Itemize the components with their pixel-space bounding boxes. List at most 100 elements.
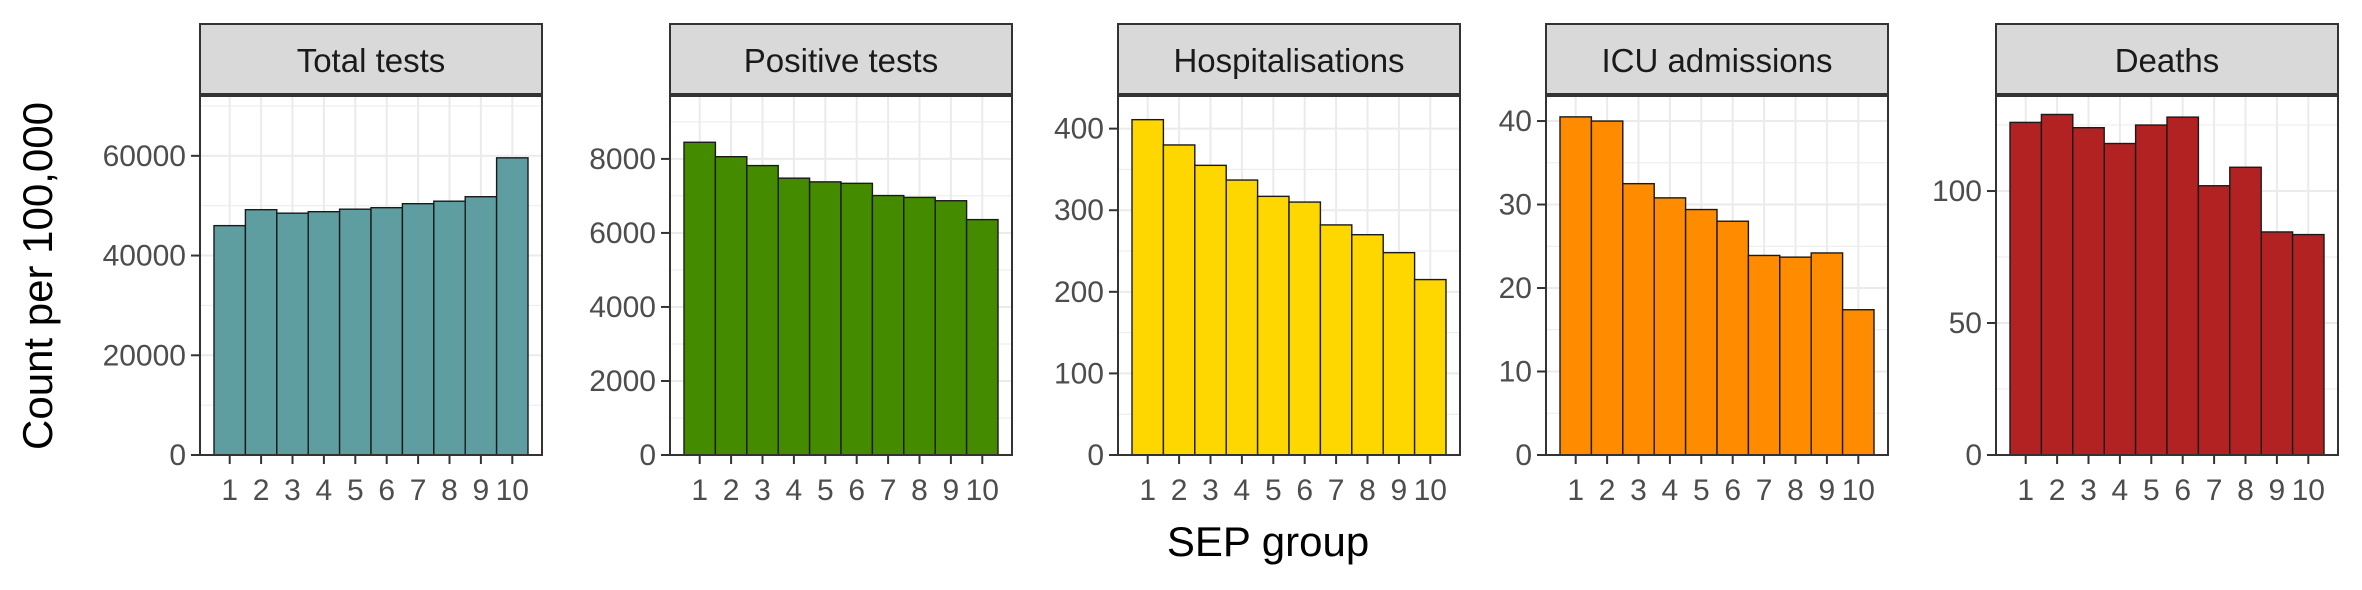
x-tick-label: 9	[943, 474, 960, 507]
bar	[777, 177, 811, 456]
bar	[1225, 179, 1259, 456]
y-tick-label: 2000	[589, 365, 656, 398]
facet-panel: Total tests 0 20000 40000 60000 1 2 3 4 5 6 7 8 9 10	[103, 23, 543, 507]
bar	[433, 200, 466, 456]
bar	[1590, 120, 1624, 456]
bar	[2291, 233, 2325, 456]
facet-strip	[1117, 23, 1461, 95]
y-tick-label: 400	[1054, 113, 1104, 146]
x-tick-label: 1	[221, 474, 238, 507]
bar	[714, 155, 748, 456]
facet-title: Hospitalisations	[1173, 42, 1404, 79]
x-tick-label: 6	[378, 474, 395, 507]
bar	[1684, 208, 1718, 456]
facet-panel: Hospitalisations 0 100 200 300 400 1 2 3 4 5 6 7 8 9 10	[1054, 23, 1461, 507]
x-tick-label: 2	[253, 474, 270, 507]
bar	[401, 202, 435, 456]
y-tick-label: 6000	[589, 217, 656, 250]
x-tick-label: 9	[473, 474, 490, 507]
x-tick-label: 3	[2080, 474, 2097, 507]
bar	[1810, 252, 1844, 456]
y-tick-label: 8000	[589, 143, 656, 176]
bar	[2103, 142, 2137, 456]
x-tick-label: 2	[1171, 474, 1188, 507]
bar	[1131, 118, 1165, 456]
x-tick-label: 4	[1234, 474, 1251, 507]
x-tick-label: 3	[754, 474, 771, 507]
bar	[338, 208, 372, 456]
bar	[464, 196, 498, 456]
panel-border	[669, 95, 1013, 456]
bar	[2134, 124, 2168, 456]
x-tick-label: 3	[284, 474, 301, 507]
y-tick-label: 60000	[103, 140, 186, 173]
panel-border	[1995, 95, 2339, 456]
x-tick-label: 10	[1842, 474, 1875, 507]
bar	[370, 206, 404, 456]
bar	[808, 181, 842, 456]
bar	[1382, 251, 1416, 456]
x-axis-title: SEP group	[1167, 518, 1369, 565]
bar	[1716, 220, 1750, 456]
panel-border	[199, 95, 543, 456]
bar	[746, 164, 779, 456]
bar	[1288, 201, 1322, 456]
x-tick-label: 7	[880, 474, 897, 507]
bar	[1194, 164, 1227, 456]
x-tick-label: 6	[1724, 474, 1741, 507]
bar	[1256, 195, 1290, 456]
bar	[1351, 234, 1384, 456]
bar	[871, 194, 905, 456]
x-tick-label: 4	[2112, 474, 2129, 507]
x-tick-label: 2	[1599, 474, 1616, 507]
x-tick-label: 10	[2292, 474, 2325, 507]
x-tick-label: 7	[1756, 474, 1773, 507]
bar	[683, 141, 717, 456]
bar	[213, 224, 247, 456]
x-tick-label: 2	[723, 474, 740, 507]
bar	[965, 218, 999, 456]
x-tick-label: 9	[1391, 474, 1408, 507]
x-tick-label: 6	[848, 474, 865, 507]
panel-border	[1117, 95, 1461, 456]
facet-title: Deaths	[2115, 42, 2220, 79]
bar	[1747, 254, 1781, 456]
bar	[2072, 126, 2105, 456]
y-tick-label: 40	[1499, 105, 1532, 138]
bar	[934, 200, 968, 456]
bar	[903, 196, 936, 456]
x-tick-label: 8	[911, 474, 928, 507]
x-tick-label: 6	[1296, 474, 1313, 507]
x-tick-label: 8	[2237, 474, 2254, 507]
y-tick-label: 20000	[103, 339, 186, 372]
y-tick-label: 100	[1054, 357, 1104, 390]
y-tick-label: 200	[1054, 276, 1104, 309]
facet-strip	[1545, 23, 1889, 95]
x-tick-label: 1	[691, 474, 708, 507]
y-tick-label: 20	[1499, 272, 1532, 305]
y-tick-label: 100	[1932, 175, 1982, 208]
x-tick-label: 4	[316, 474, 333, 507]
y-tick-label: 4000	[589, 291, 656, 324]
bar	[2040, 113, 2074, 456]
bar	[2229, 166, 2262, 456]
y-tick-label: 300	[1054, 194, 1104, 227]
bar	[1841, 309, 1875, 456]
x-tick-label: 9	[1819, 474, 1836, 507]
x-tick-label: 5	[1265, 474, 1282, 507]
bar	[1413, 278, 1447, 456]
bar	[2009, 121, 2043, 456]
y-tick-label: 0	[169, 439, 186, 472]
y-tick-label: 40000	[103, 240, 186, 273]
x-tick-label: 8	[441, 474, 458, 507]
y-tick-label: 30	[1499, 189, 1532, 222]
x-tick-label: 1	[1567, 474, 1584, 507]
x-tick-label: 6	[2174, 474, 2191, 507]
facet-panel: Positive tests 0 2000 4000 6000 8000 1 2 3 4 5 6 7 8 9…	[589, 23, 1013, 507]
x-tick-label: 3	[1630, 474, 1647, 507]
x-tick-label: 1	[2017, 474, 2034, 507]
x-tick-label: 2	[2049, 474, 2066, 507]
